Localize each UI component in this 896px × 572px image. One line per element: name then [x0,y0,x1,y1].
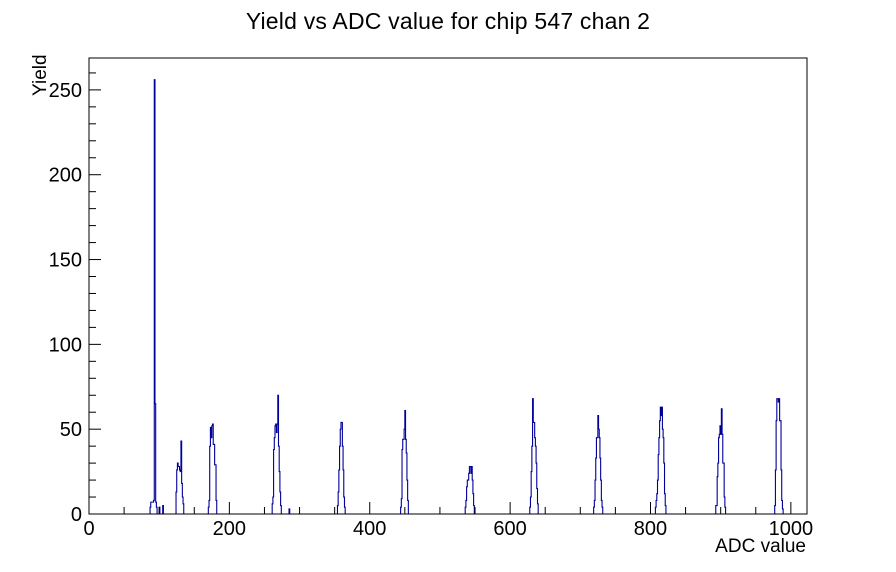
chart-title: Yield vs ADC value for chip 547 chan 2 [245,8,651,34]
y-tick-label: 0 [71,504,82,526]
y-axis-tick-labels: 0 50 100 150 200 250 [49,80,82,526]
x-axis-tick-labels: 0 200 400 600 800 1000 [83,518,813,540]
x-tick-label: 600 [493,518,526,540]
x-axis-title: ADC value [715,536,806,557]
y-tick-label: 100 [49,334,82,356]
x-tick-label: 400 [353,518,386,540]
histogram-line [89,79,807,515]
plot-frame [88,57,808,515]
y-tick-label: 200 [49,165,82,187]
y-tick-label: 150 [49,250,82,272]
x-tick-label: 0 [83,518,94,540]
x-tick-label: 1000 [769,518,814,540]
y-axis-title: Yield [30,54,51,96]
y-tick-label: 250 [49,80,82,102]
x-tick-label: 800 [634,518,667,540]
x-tick-label: 200 [213,518,246,540]
y-tick-label: 50 [60,419,82,441]
axis-ticks [88,72,792,515]
